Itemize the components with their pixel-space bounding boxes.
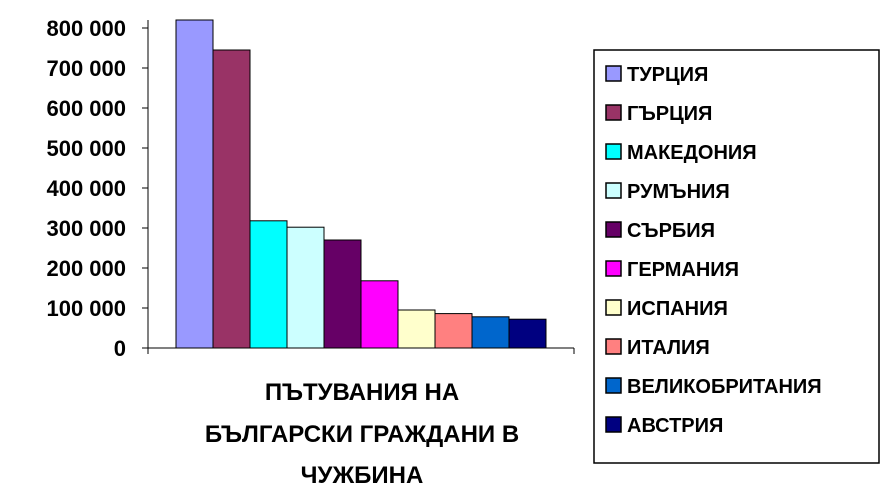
chart-title-line: ПЪТУВАНИЯ НА <box>265 379 459 406</box>
legend-swatch <box>605 338 622 355</box>
legend-swatch <box>605 65 622 82</box>
bar-6 <box>360 280 399 349</box>
bar-7 <box>397 309 436 349</box>
legend-swatch <box>605 182 622 199</box>
bar-10 <box>508 318 547 349</box>
legend-label: ГЕРМАНИЯ <box>627 259 739 281</box>
legend-label: ГЪРЦИЯ <box>627 103 712 125</box>
legend-swatch <box>605 377 622 394</box>
chart-title-line: ЧУЖБИНА <box>301 462 424 489</box>
y-tick-label: 700 000 <box>46 56 126 81</box>
legend-label: ВЕЛИКОБРИТАНИЯ <box>627 376 822 398</box>
bar-4 <box>286 226 325 349</box>
legend-swatch <box>605 416 622 433</box>
bar-1 <box>175 19 214 349</box>
chart-title: ПЪТУВАНИЯ НА БЪЛГАРСКИ ГРАЖДАНИ В ЧУЖБИНА <box>205 379 519 489</box>
legend-label: ИТАЛИЯ <box>627 337 710 359</box>
y-tick-label: 500 000 <box>46 136 126 161</box>
legend-label: ИСПАНИЯ <box>627 298 728 320</box>
legend-swatch <box>605 104 622 121</box>
legend-label: РУМЪНИЯ <box>627 181 730 203</box>
legend-swatch <box>605 143 622 160</box>
legend-swatch <box>605 260 622 277</box>
legend-label: АВСТРИЯ <box>627 415 723 437</box>
legend-swatch <box>605 221 622 238</box>
y-tick-labels: 0 100 000 200 000 300 000 400 000 500 000 600 … <box>46 16 148 361</box>
legend-label: СЪРБИЯ <box>627 220 715 242</box>
y-tick-label: 600 000 <box>46 96 126 121</box>
y-tick-label: 100 000 <box>46 296 126 321</box>
y-tick-label: 800 000 <box>46 16 126 41</box>
legend-label: ТУРЦИЯ <box>627 64 708 86</box>
legend-swatch <box>605 299 622 316</box>
y-tick-label: 200 000 <box>46 256 126 281</box>
bar-8 <box>434 313 473 349</box>
bars <box>175 19 547 349</box>
bar-5 <box>323 239 362 349</box>
y-tick-label: 0 <box>114 336 126 361</box>
legend-label: МАКЕДОНИЯ <box>627 142 757 164</box>
legend-box <box>593 49 880 464</box>
legend: ТУРЦИЯ ГЪРЦИЯ МАКЕДОНИЯ РУМЪНИЯ СЪРБИЯ ГЕРМАН… <box>593 49 880 464</box>
bar-2 <box>212 49 251 349</box>
y-tick-label: 300 000 <box>46 216 126 241</box>
bar-3 <box>249 220 288 349</box>
chart-title-line: БЪЛГАРСКИ ГРАЖДАНИ В <box>205 421 519 448</box>
bar-9 <box>471 316 510 349</box>
y-tick-label: 400 000 <box>46 176 126 201</box>
